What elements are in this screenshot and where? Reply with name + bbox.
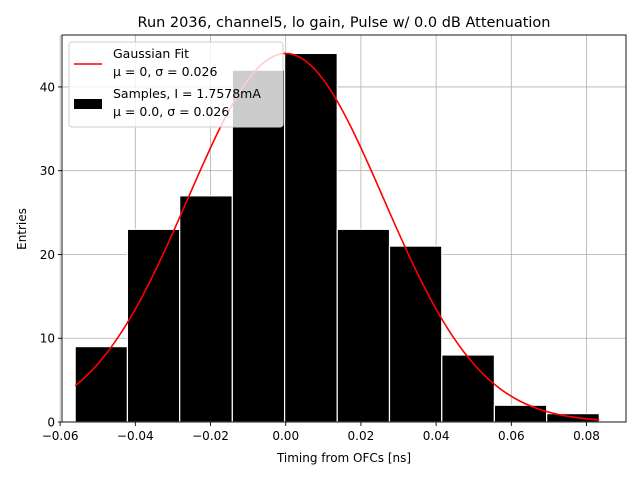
histogram-bar: [388, 245, 443, 423]
histogram-bar: [74, 346, 129, 423]
legend-fit-sublabel: μ = 0, σ = 0.026: [113, 64, 217, 79]
legend-box: [68, 41, 284, 128]
x-tick-label: 0.04: [423, 429, 450, 443]
x-axis-ticks: −0.06 −0.04 −0.02 0.00 0.02 0.04 0.06 0.08: [42, 422, 600, 443]
histogram-bar: [336, 228, 391, 423]
histogram-bar: [126, 228, 181, 423]
x-axis-label: Timing from OFCs [ns]: [276, 451, 411, 465]
histogram-bar: [179, 195, 233, 423]
y-tick-label: 20: [40, 248, 55, 262]
plot-frame: [61, 34, 627, 423]
histogram-bar: [493, 404, 548, 423]
y-tick-label: 40: [40, 80, 55, 94]
legend: Gaussian Fit μ = 0, σ = 0.026 Samples, I…: [68, 41, 284, 128]
gaussian-fit-curve: [74, 52, 600, 421]
legend-samples-label: Samples, I = 1.7578mA: [113, 86, 261, 101]
histogram-bars: [74, 52, 600, 423]
legend-samples-sublabel: μ = 0.0, σ = 0.026: [113, 104, 229, 119]
x-tick-label: 0.06: [498, 429, 525, 443]
legend-samples-swatch: [74, 99, 102, 109]
y-axis-label: Entries: [15, 208, 29, 250]
x-tick-label: 0.00: [272, 429, 299, 443]
x-tick-label: 0.02: [348, 429, 375, 443]
legend-fit-label: Gaussian Fit: [113, 46, 189, 61]
y-tick-label: 10: [40, 332, 55, 346]
histogram-bar: [441, 354, 496, 423]
histogram-bar: [283, 52, 338, 423]
histogram-bar: [231, 69, 286, 423]
chart-title: Run 2036, channel5, lo gain, Pulse w/ 0.…: [138, 15, 551, 31]
y-tick-label: 30: [40, 164, 55, 178]
x-tick-label: −0.04: [117, 429, 154, 443]
y-axis-ticks: 0 10 20 30 40: [40, 80, 62, 430]
y-tick-label: 0: [47, 416, 55, 430]
x-tick-label: −0.06: [42, 429, 79, 443]
x-tick-label: −0.02: [192, 429, 229, 443]
x-tick-label: 0.08: [573, 429, 600, 443]
